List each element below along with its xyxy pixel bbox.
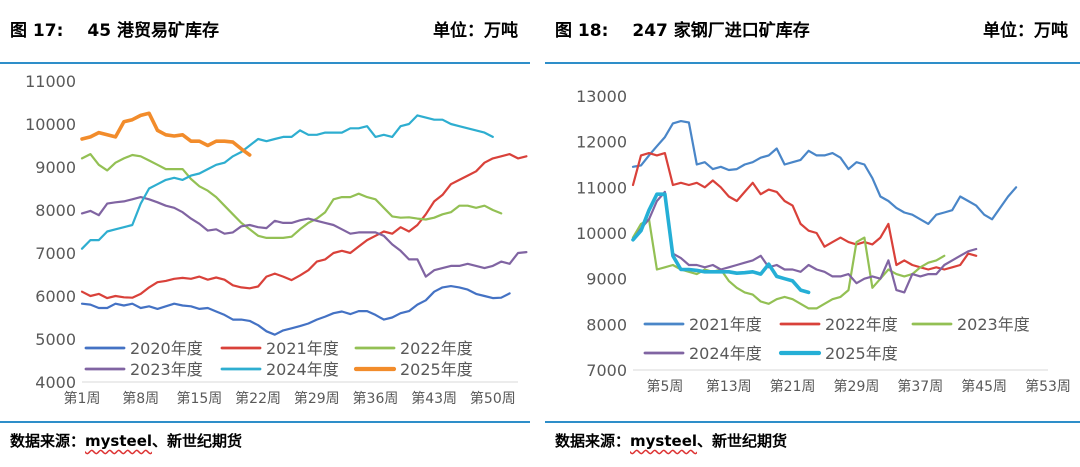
line-chart-left: 4000 5000 6000 7000 8000 9000 10000 11000 第1周 第8周… <box>25 72 528 407</box>
x-tick-label: 第15周 <box>176 390 222 407</box>
header-divider <box>545 62 1080 64</box>
x-tick-label: 第50周 <box>470 390 516 407</box>
legend-label: 2024年度 <box>266 360 339 379</box>
x-tick-label: 第13周 <box>706 378 752 395</box>
x-tick-label: 第5周 <box>646 378 683 395</box>
legend-label: 2023年度 <box>957 315 1030 334</box>
footer-divider <box>0 421 530 423</box>
legend-label: 2021年度 <box>266 339 339 358</box>
y-tick-label: 4000 <box>35 373 76 392</box>
series-line <box>631 192 811 295</box>
line-chart-right: 7000 8000 9000 10000 11000 12000 13000 第5周 第13周 第… <box>576 87 1071 395</box>
source-prefix: 数据来源： <box>10 432 86 450</box>
series-line <box>80 153 528 300</box>
y-tick-label: 8000 <box>586 315 627 334</box>
series-line <box>80 285 511 336</box>
legend-label: 2022年度 <box>825 315 898 334</box>
y-tick-label: 6000 <box>35 287 76 306</box>
series-line <box>80 196 528 278</box>
chart-panel-left: 图 17: 45 港贸易矿库存 单位：万吨 4000 5000 6000 7000 800… <box>0 0 530 467</box>
figure-title: 45 港贸易矿库存 <box>87 21 219 41</box>
legend-label: 2025年度 <box>400 360 473 379</box>
series-line <box>631 190 978 294</box>
y-tick-label: 7000 <box>586 361 627 380</box>
series-line <box>631 152 978 271</box>
figure-header: 图 17: 45 港贸易矿库存 <box>10 16 219 41</box>
source-suffix: 、新世纪期货 <box>697 432 788 450</box>
figure-header: 图 18: 247 家钢厂进口矿库存 <box>555 16 810 41</box>
footer-divider <box>545 421 1080 423</box>
y-tick-label: 10000 <box>576 224 627 243</box>
source-note: 数据来源：mysteel、新世纪期货 <box>555 430 787 451</box>
series-line <box>631 119 1018 225</box>
y-tick-label: 12000 <box>576 133 627 152</box>
figure-number: 图 17: <box>10 21 64 41</box>
y-tick-label: 13000 <box>576 87 627 106</box>
y-tick-label: 8000 <box>35 201 76 220</box>
figure-number: 图 18: <box>555 21 609 41</box>
series-line <box>80 153 503 239</box>
header-divider <box>0 62 530 64</box>
source-suffix: 、新世纪期货 <box>152 432 243 450</box>
source-name: mysteel <box>85 432 153 450</box>
chart-panel-right: 图 18: 247 家钢厂进口矿库存 单位：万吨 7000 8000 9000 1000… <box>545 0 1080 467</box>
x-tick-label: 第36周 <box>353 390 399 407</box>
legend-label: 2020年度 <box>130 339 203 358</box>
source-prefix: 数据来源： <box>555 432 631 450</box>
y-tick-label: 5000 <box>35 330 76 349</box>
y-tick-label: 9000 <box>35 158 76 177</box>
legend-label: 2021年度 <box>689 315 762 334</box>
series-line <box>80 111 252 157</box>
x-tick-label: 第43周 <box>411 390 457 407</box>
y-tick-label: 7000 <box>35 244 76 263</box>
x-tick-label: 第8周 <box>122 390 159 407</box>
legend-label: 2024年度 <box>689 344 762 363</box>
y-tick-label: 9000 <box>586 270 627 289</box>
source-note: 数据来源：mysteel、新世纪期货 <box>10 430 242 451</box>
x-tick-label: 第29周 <box>294 390 340 407</box>
x-tick-label: 第22周 <box>235 390 281 407</box>
legend-label: 2023年度 <box>130 360 203 379</box>
x-tick-label: 第1周 <box>64 390 101 407</box>
unit-label: 单位：万吨 <box>433 21 518 41</box>
y-tick-label: 11000 <box>25 72 76 91</box>
figure-title: 247 家钢厂进口矿库存 <box>632 21 810 41</box>
series-line <box>80 114 494 250</box>
legend-label: 2022年度 <box>400 339 473 358</box>
y-tick-label: 11000 <box>576 178 627 197</box>
x-tick-label: 第29周 <box>834 378 880 395</box>
y-tick-label: 10000 <box>25 115 76 134</box>
x-tick-label: 第53周 <box>1025 378 1071 395</box>
x-tick-label: 第37周 <box>897 378 943 395</box>
legend-label: 2025年度 <box>825 344 898 363</box>
x-tick-label: 第21周 <box>770 378 816 395</box>
source-name: mysteel <box>630 432 698 450</box>
unit-label: 单位：万吨 <box>983 21 1068 41</box>
x-tick-label: 第45周 <box>961 378 1007 395</box>
